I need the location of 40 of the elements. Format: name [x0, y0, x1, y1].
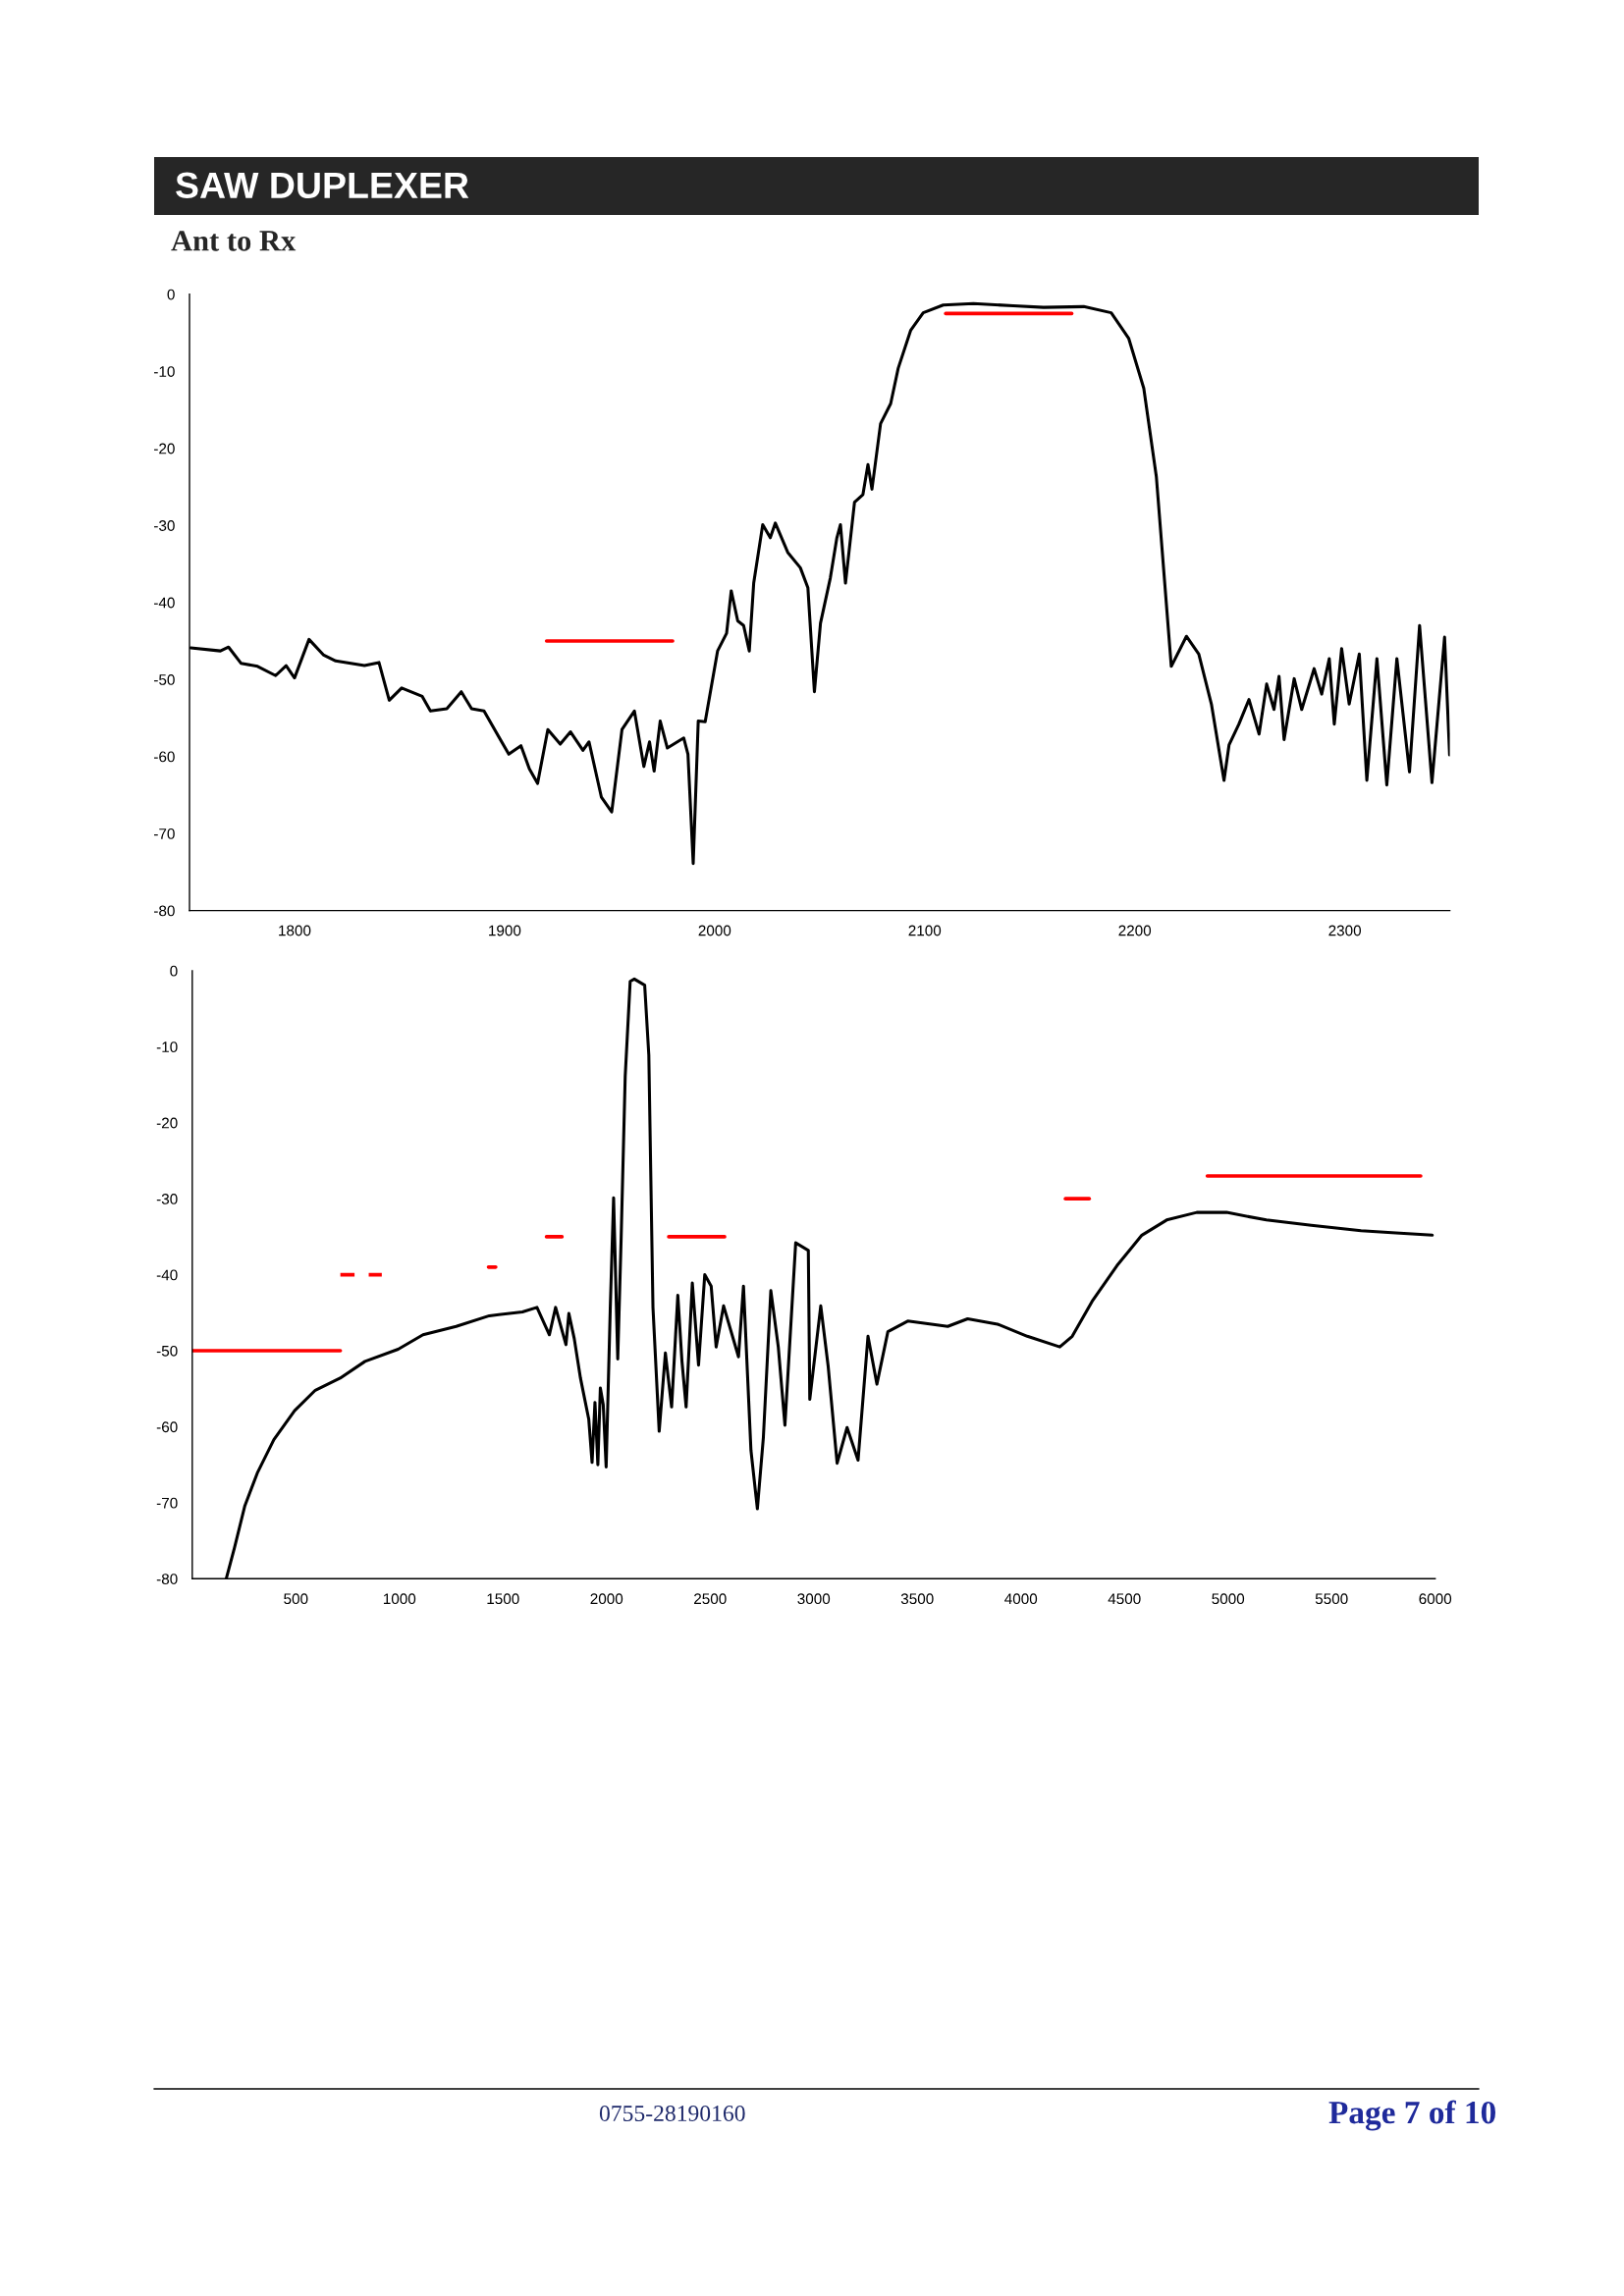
text: Page 7 of 10 [1328, 2100, 1495, 2131]
x-tick-label: 5000 [1212, 1593, 1245, 1605]
x-tick-label: 4000 [1004, 1593, 1038, 1605]
x-tick-label: 2000 [698, 925, 731, 936]
x-tick-label: 2500 [694, 1593, 727, 1605]
y-tick-label: -70 [154, 828, 175, 839]
x-tick-label: 1900 [489, 925, 521, 936]
x-tick-label: 6000 [1419, 1593, 1452, 1605]
x-tick-label: 2300 [1328, 925, 1362, 936]
y-tick-label: -50 [156, 1345, 178, 1357]
y-tick-label: -30 [154, 520, 175, 531]
y-tick-label: -40 [156, 1269, 178, 1281]
x-tick-label: 1000 [383, 1593, 416, 1605]
chart-title: SAW DUPLEXER [176, 172, 469, 199]
y-tick-label: -20 [154, 443, 175, 454]
text: 0755-28190160 [599, 2105, 745, 2121]
y-tick-label: -10 [156, 1041, 178, 1053]
y-tick-label: -60 [156, 1421, 178, 1433]
y-tick-label: -50 [154, 674, 175, 685]
x-tick-label: 1500 [487, 1593, 519, 1605]
y-tick-label: -60 [154, 751, 175, 763]
x-tick-label: 3000 [797, 1593, 831, 1605]
y-tick-label: 0 [167, 289, 175, 300]
y-tick-label: -10 [154, 366, 175, 377]
chart-subtitle: Ant to Rx [171, 231, 297, 251]
y-tick-label: 0 [170, 965, 178, 977]
y-tick-label: -40 [154, 597, 175, 609]
x-tick-label: 4500 [1108, 1593, 1141, 1605]
x-tick-label: 1800 [279, 925, 311, 936]
x-tick-label: 2000 [590, 1593, 623, 1605]
y-tick-label: -20 [156, 1117, 178, 1129]
y-tick-label: -80 [154, 905, 175, 917]
y-tick-label: -80 [156, 1574, 178, 1584]
x-tick-label: 2200 [1118, 925, 1152, 936]
y-tick-label: -70 [156, 1497, 178, 1509]
y-tick-label: -30 [156, 1194, 178, 1204]
x-tick-label: 2100 [908, 925, 942, 936]
x-tick-label: 5500 [1315, 1593, 1348, 1605]
x-tick-label: 3500 [900, 1593, 934, 1605]
x-tick-label: 500 [284, 1593, 308, 1605]
